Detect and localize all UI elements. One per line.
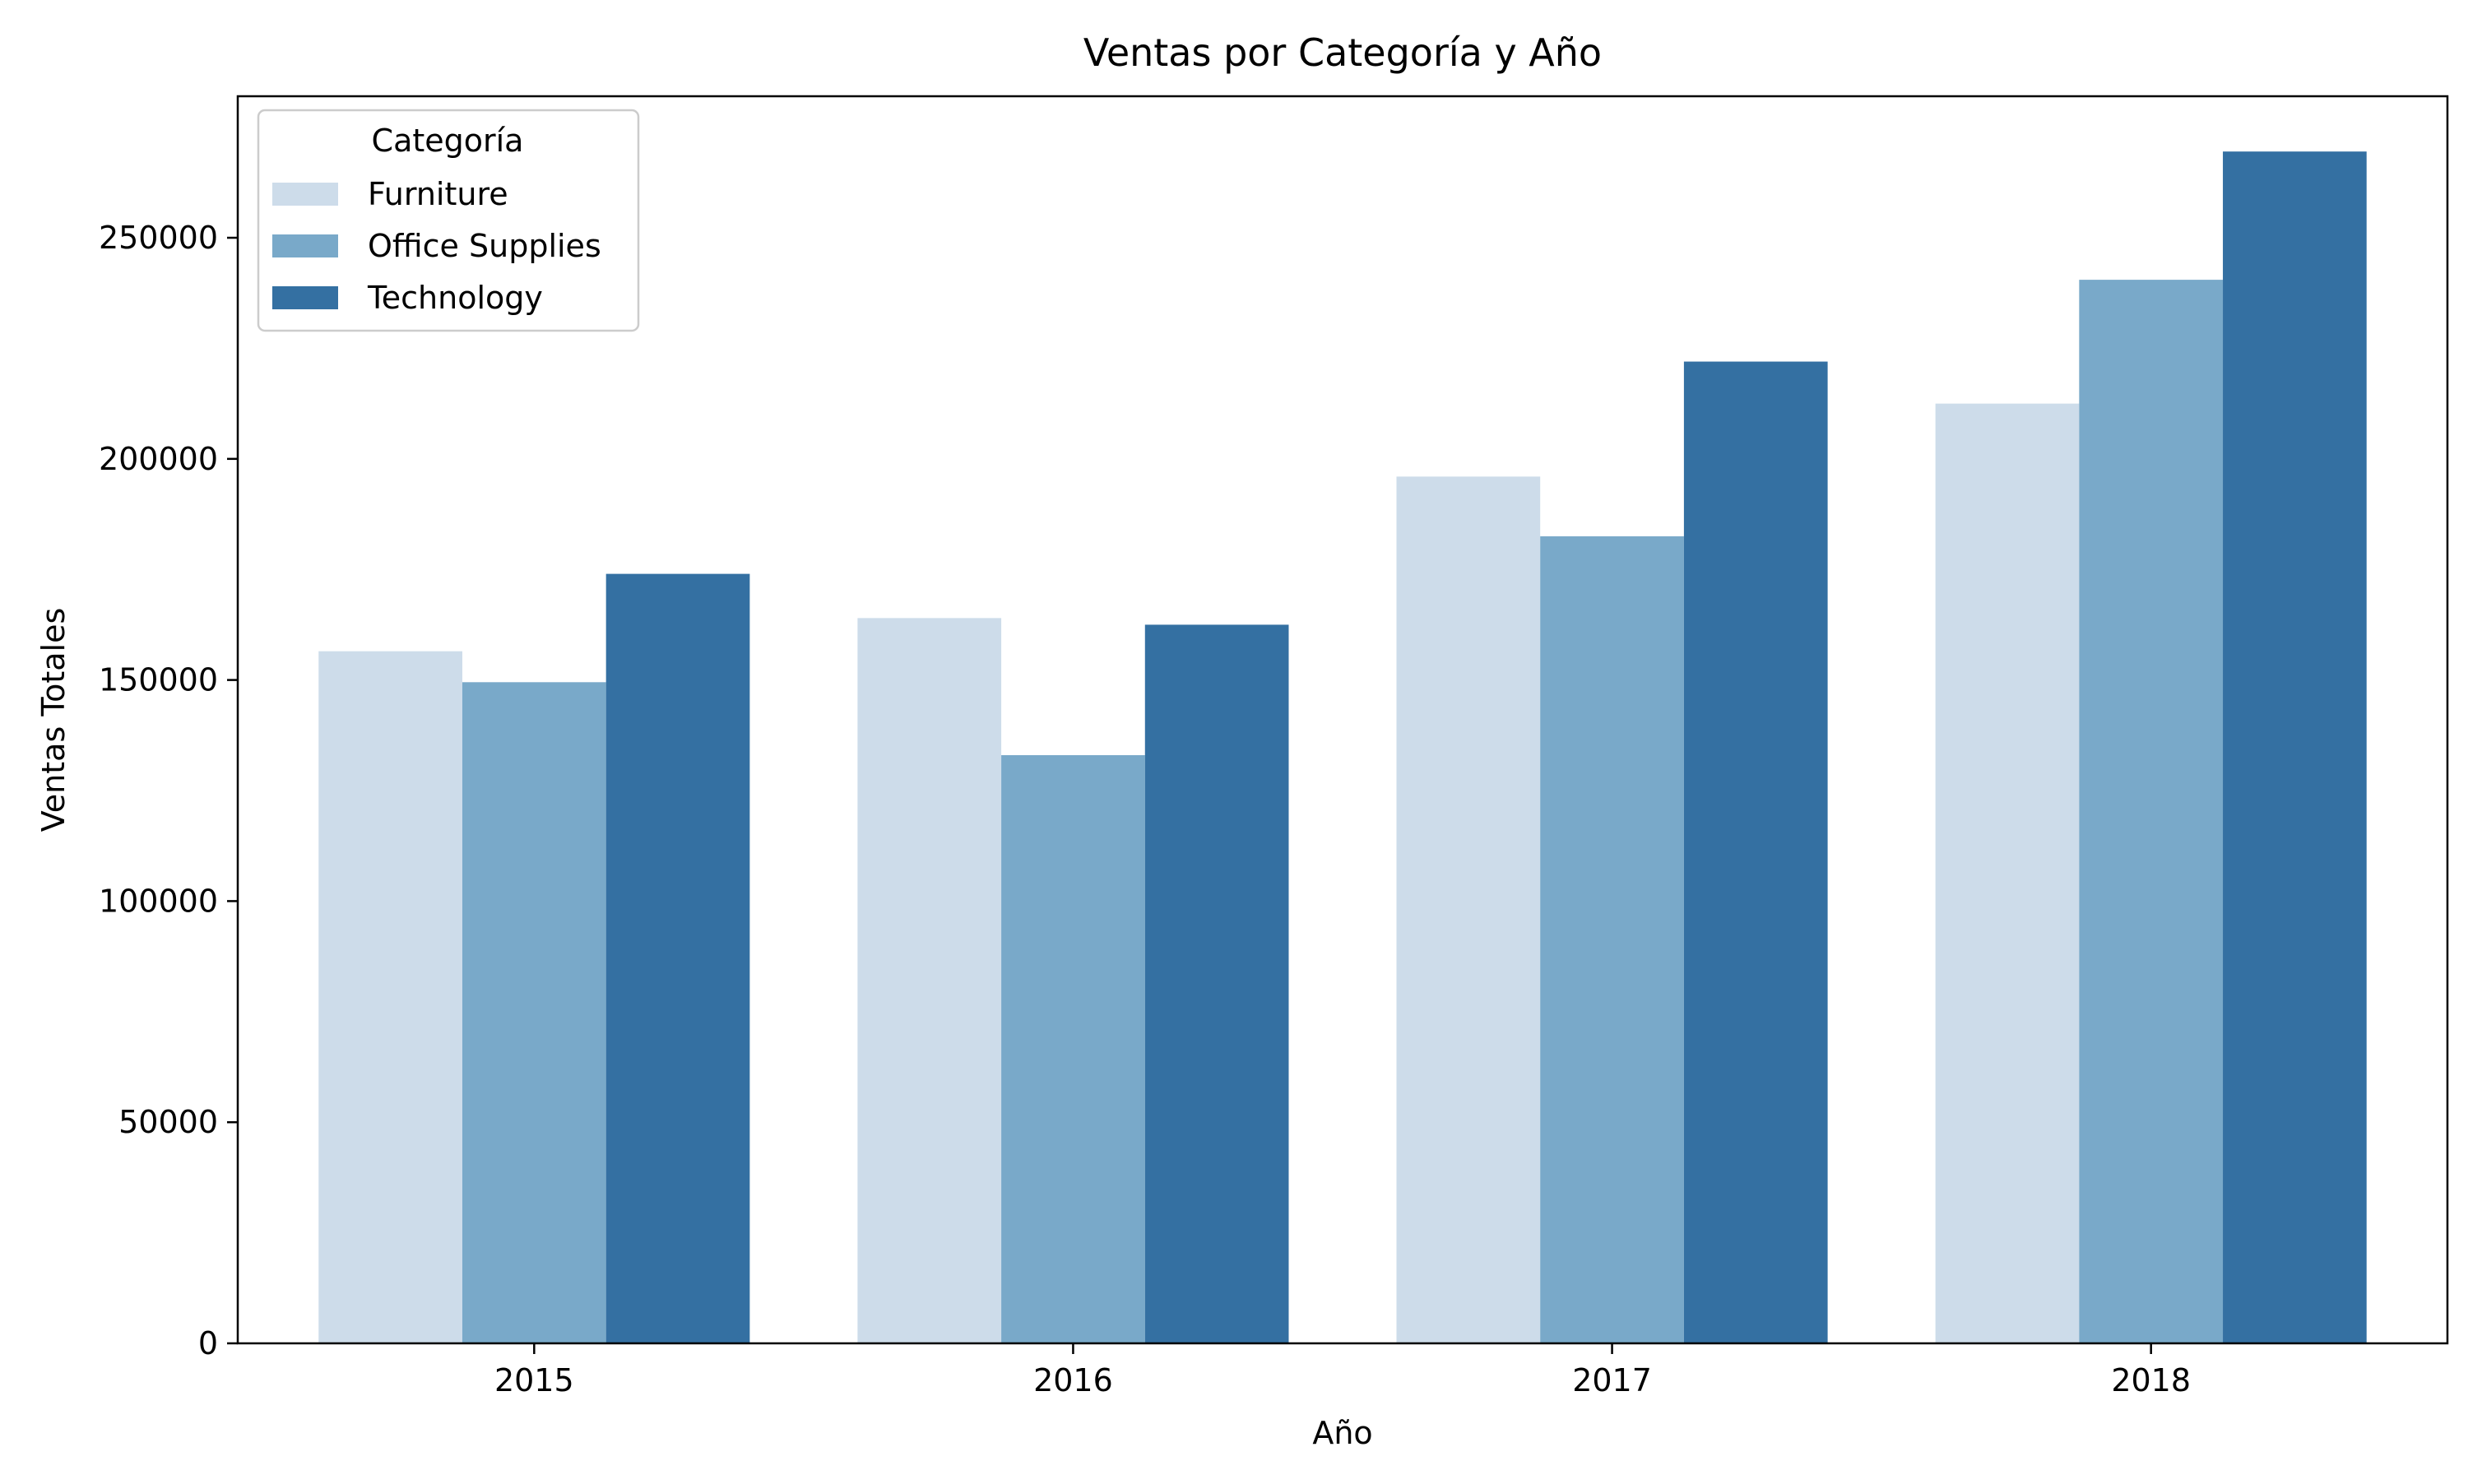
legend-label: Technology	[367, 280, 543, 316]
bar-furniture-2017	[1396, 476, 1541, 1343]
bar-furniture-2016	[857, 618, 1002, 1343]
plot-frame	[236, 95, 2449, 1345]
y-tick-label: 250000	[99, 220, 218, 256]
bars-group	[318, 151, 2367, 1344]
bar-furniture-2015	[318, 651, 462, 1343]
legend-swatch	[272, 286, 338, 309]
bar-technology-2016	[1144, 624, 1289, 1343]
bar-office-supplies-2015	[462, 682, 606, 1343]
legend-items: Furniture Office Supplies Technology	[272, 176, 601, 316]
bar-office-supplies-2016	[1001, 755, 1145, 1343]
bar-office-supplies-2017	[1540, 536, 1684, 1343]
legend-swatch	[272, 183, 338, 206]
y-tick-label: 0	[198, 1325, 218, 1361]
bar-technology-2018	[2223, 151, 2367, 1344]
y-tick-label: 50000	[118, 1104, 218, 1140]
legend-title: Categoría	[372, 123, 524, 159]
chart-title: Ventas por Categoría y Año	[1083, 30, 1602, 75]
bar-furniture-2018	[1935, 403, 2080, 1343]
x-tick-label: 2015	[494, 1362, 574, 1398]
y-tick-label: 150000	[99, 662, 218, 698]
y-tick-label: 100000	[99, 883, 218, 919]
legend-label: Furniture	[368, 176, 508, 212]
y-axis: 0 50000 100000 150000 200000 250000	[99, 220, 238, 1361]
y-tick-label: 200000	[99, 441, 218, 477]
legend-frame	[257, 109, 640, 332]
x-tick-label: 2017	[1572, 1362, 1652, 1398]
x-tick-label: 2018	[2111, 1362, 2191, 1398]
y-axis-label: Ventas Totales	[35, 608, 72, 832]
bar-technology-2015	[605, 573, 750, 1343]
x-axis-label: Año	[1312, 1415, 1372, 1451]
x-tick-label: 2016	[1033, 1362, 1113, 1398]
bar-office-supplies-2018	[2079, 280, 2224, 1344]
legend-label: Office Supplies	[368, 228, 601, 264]
legend: Categoría Furniture Office Supplies Techno…	[257, 109, 640, 332]
bar-technology-2017	[1683, 361, 1828, 1343]
x-axis: 2015 2016 2017 2018	[494, 1343, 2191, 1398]
legend-swatch	[272, 234, 338, 257]
